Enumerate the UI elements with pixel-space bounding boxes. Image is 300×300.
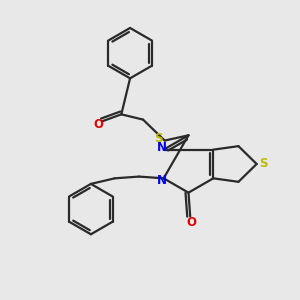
Text: S: S [154, 132, 163, 145]
Text: N: N [157, 141, 167, 154]
Text: O: O [93, 118, 103, 130]
Text: S: S [259, 158, 267, 170]
Text: O: O [186, 215, 196, 229]
Text: N: N [157, 174, 167, 187]
